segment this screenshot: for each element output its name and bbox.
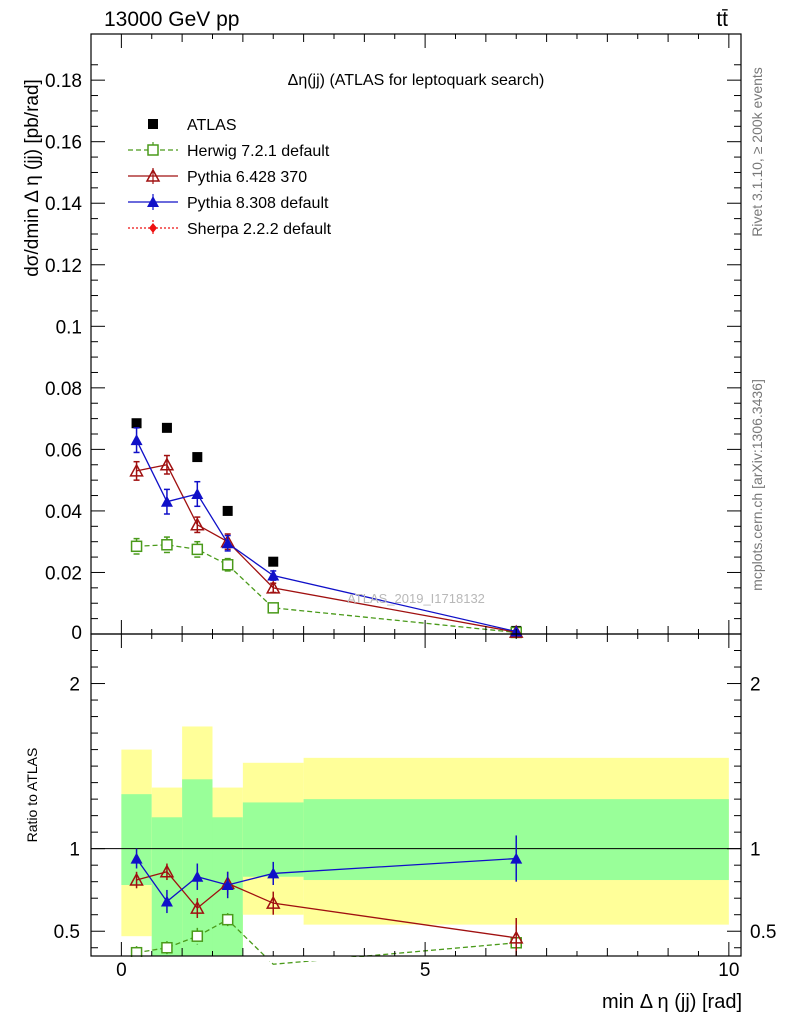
- ratio-y-tick-label: 2: [69, 675, 80, 696]
- process-label: tt̄: [716, 8, 728, 31]
- data-point: [222, 505, 233, 516]
- ratio-point: [130, 852, 143, 864]
- y-tick-label: 0.16: [45, 133, 82, 154]
- ratio-point: [265, 895, 281, 909]
- x-axis-label: min Δ η (jj) [rad]: [602, 991, 742, 1013]
- ratio-point: [508, 930, 524, 944]
- legend-entry: Sherpa 2.2.2 default: [128, 220, 332, 238]
- y-tick-label: 0: [71, 623, 82, 644]
- ratio-plot-frame: [90, 633, 742, 957]
- data-point: [191, 488, 204, 499]
- ratio-y-tick-label: 0.5: [54, 922, 80, 943]
- ratio-point: [191, 930, 204, 942]
- main-y-axis-label: dσ/dmin Δ η (jj) [pb/rad]: [22, 79, 43, 277]
- legend-entry: Herwig 7.2.1 default: [128, 142, 330, 160]
- series-line: [136, 544, 517, 634]
- ratio-series-2: [130, 835, 523, 914]
- ratio-point: [190, 900, 205, 914]
- energy-label: 13000 GeV pp: [104, 8, 239, 31]
- ratio-point: [221, 913, 234, 926]
- data-point: [161, 422, 172, 433]
- chart-title: Δη(jj) (ATLAS for leptoquark search): [288, 72, 545, 89]
- legend-marker: [147, 144, 159, 156]
- uncertainty-band-green: [121, 794, 152, 885]
- data-point: [190, 517, 205, 531]
- ratio-y-axis-label: Ratio to ATLAS: [24, 748, 40, 843]
- y-tick-label: 0.08: [45, 379, 82, 400]
- series-line: [135, 439, 517, 633]
- ratio-clip-mask: [92, 957, 740, 961]
- ratio-line: [136, 857, 517, 903]
- data-point: [267, 569, 280, 581]
- y-tick-label: 0.1: [56, 317, 82, 338]
- ratio-point: [191, 870, 204, 882]
- data-point: [160, 495, 173, 507]
- series-line: [136, 464, 517, 633]
- y-tick-label: 0.18: [45, 71, 82, 92]
- data-point: [221, 537, 234, 549]
- data-point: [265, 580, 281, 594]
- data-point: [161, 539, 173, 551]
- ratio-point: [510, 852, 523, 864]
- ratio-point: [159, 864, 175, 878]
- y-tick-label: 0.14: [45, 194, 82, 215]
- y-tick-label: 0.12: [45, 256, 82, 277]
- ratio-point: [267, 867, 280, 879]
- ratio-point: [221, 878, 234, 890]
- series-2: [129, 454, 524, 638]
- ratio-point: [160, 895, 173, 907]
- legend-marker: [148, 119, 158, 129]
- data-point: [191, 543, 204, 556]
- mcplots-credit-label: mcplots.cern.ch [arXiv:1306.3436]: [749, 379, 765, 591]
- y-tick-label: 0.04: [45, 502, 82, 523]
- data-point: [159, 457, 175, 471]
- legend-label: Sherpa 2.2.2 default: [187, 221, 332, 238]
- x-tick-label: 10: [718, 960, 739, 981]
- y-tick-label: 0.02: [45, 563, 82, 584]
- legend-label: Herwig 7.2.1 default: [187, 143, 330, 160]
- ratio-panel: 0 5 10 0.5 0.5 1 1 2 2: [54, 633, 776, 981]
- data-point: [130, 540, 143, 553]
- data-point: [267, 602, 279, 614]
- legend-label: ATLAS: [187, 117, 237, 134]
- rivet-version-label: Rivet 3.1.10, ≥ 200k events: [749, 67, 765, 237]
- y-tick-label: 0.06: [45, 440, 82, 461]
- legend: ATLAS Herwig 7.2.1 default Pythia 6.428 37…: [128, 117, 332, 238]
- ratio-line: [136, 871, 517, 939]
- legend-entry: Pythia 8.308 default: [128, 194, 329, 212]
- legend-entry: Pythia 6.428 370: [128, 168, 307, 186]
- ratio-y-tick-label-right: 2: [750, 675, 761, 696]
- legend-entry: ATLAS: [148, 117, 237, 134]
- legend-label: Pythia 8.308 default: [187, 195, 329, 212]
- ratio-y-tick-label-right: 0.5: [750, 922, 776, 943]
- main-panel: 0.02 0.04 0.06 0.08 0.1 0.12 0.14 0.16 0.18 0: [45, 33, 742, 644]
- ratio-y-tick-label-right: 1: [750, 840, 761, 861]
- legend-marker: [149, 223, 157, 233]
- data-point: [130, 434, 143, 446]
- data-point: [129, 463, 144, 477]
- x-tick-label: 0: [116, 960, 127, 981]
- x-tick-label: 5: [420, 960, 431, 981]
- legend-marker: [147, 196, 159, 207]
- data-point: [192, 452, 203, 463]
- data-point: [221, 559, 234, 571]
- ratio-point: [161, 941, 173, 954]
- ratio-point: [129, 872, 144, 886]
- data-point: [268, 556, 279, 567]
- analysis-watermark: ATLAS_2019_I1718132: [347, 591, 485, 606]
- legend-marker: [145, 168, 161, 182]
- ratio-y-tick-label: 1: [69, 840, 80, 861]
- legend-label: Pythia 6.428 370: [187, 169, 307, 186]
- data-point: [131, 418, 142, 429]
